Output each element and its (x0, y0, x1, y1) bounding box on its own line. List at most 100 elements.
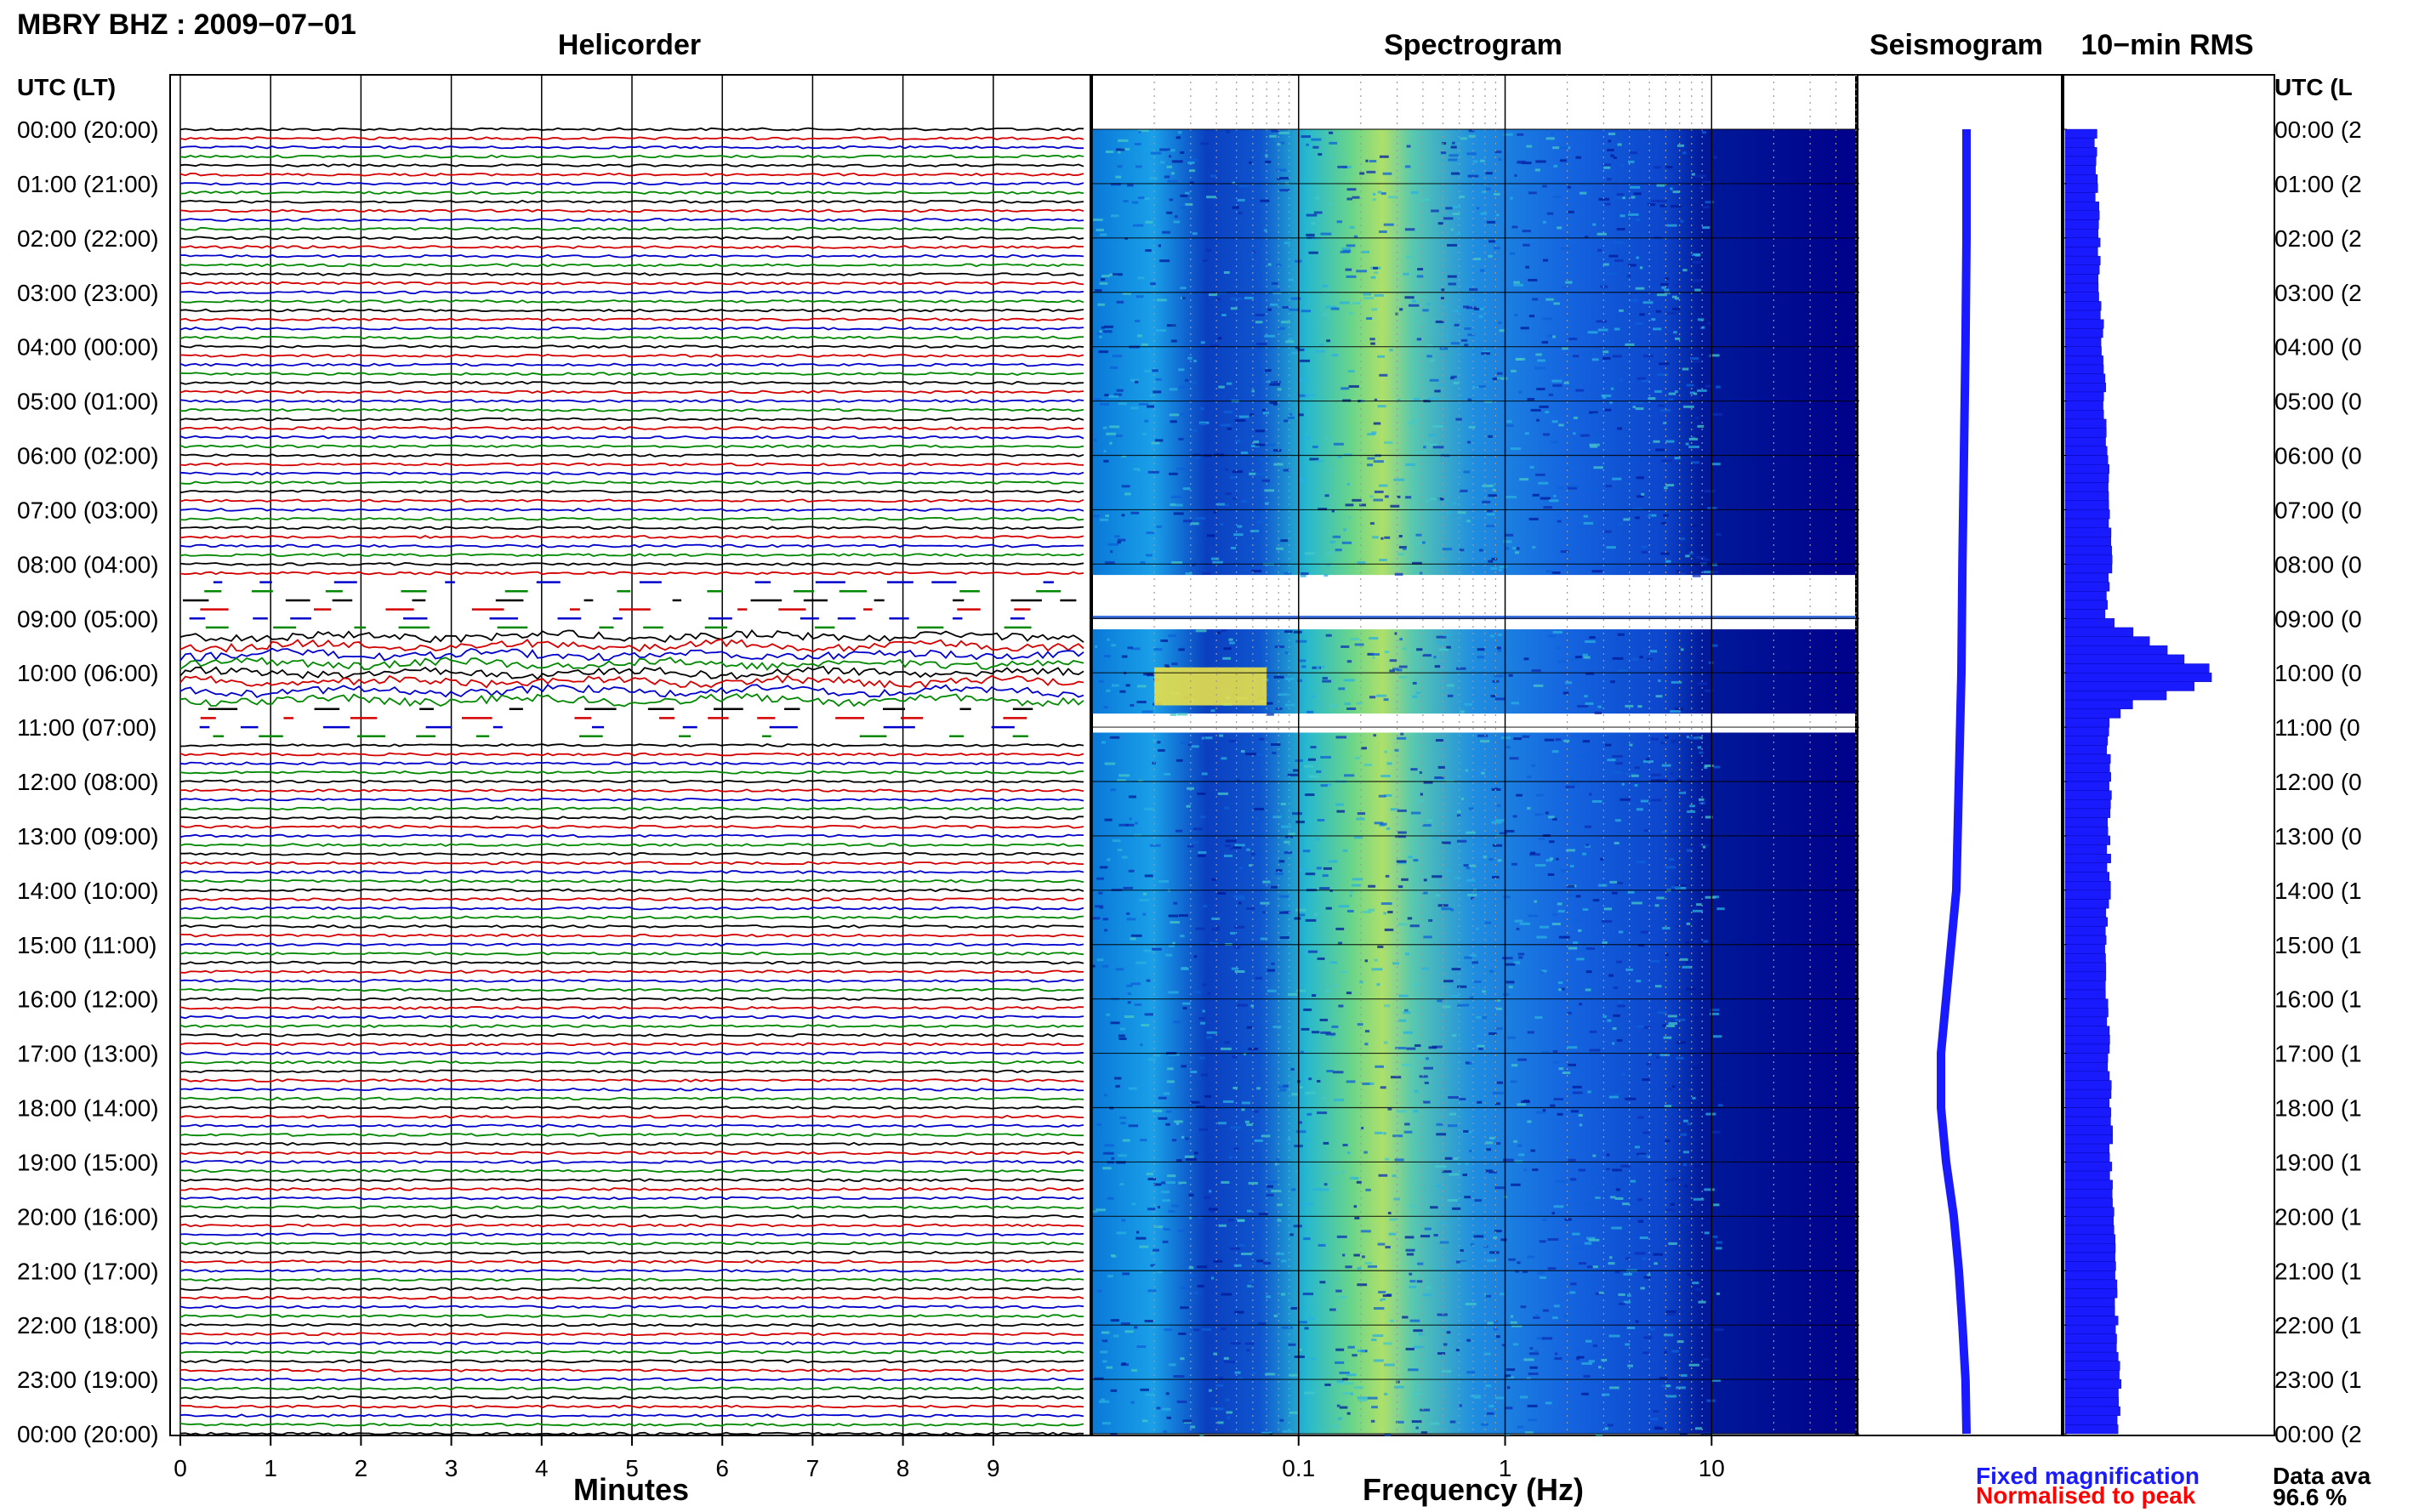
spectrogram-speckle (1549, 840, 1555, 844)
spectrogram-speckle (1260, 937, 1268, 941)
spectrogram-speckle (1150, 1264, 1156, 1267)
spectrogram-speckle (1697, 318, 1705, 321)
spectrogram-speckle (1193, 955, 1198, 958)
spectrogram-speckle (1124, 237, 1128, 241)
spectrogram-speckle (1604, 202, 1611, 206)
spectrogram-speckle (1646, 1062, 1652, 1066)
spectrogram-speckle (1602, 1393, 1610, 1396)
spectrogram-speckle (1189, 181, 1194, 185)
spectrogram-speckle (1099, 518, 1109, 521)
spectrogram-speckle (1454, 323, 1460, 327)
spectrogram-speckle (1413, 983, 1420, 986)
spectrogram-speckle (1647, 657, 1653, 661)
spectrogram-speckle (1551, 132, 1554, 135)
spectrogram-speckle (1107, 858, 1111, 861)
spectrogram-speckle (1373, 422, 1381, 425)
rms-bar (2064, 328, 2103, 338)
spectrogram-speckle (1234, 1310, 1244, 1314)
spectrogram-speckle (1555, 1352, 1558, 1356)
spectrogram-partial-strip (1092, 616, 1856, 620)
spectrogram-speckle (1148, 1058, 1156, 1061)
spectrogram-speckle (1672, 190, 1681, 194)
helicorder-trace (179, 1151, 1084, 1156)
spectrogram-speckle (1217, 891, 1227, 895)
spectrogram-speckle (1582, 852, 1587, 855)
spectrogram-speckle (1188, 1193, 1194, 1197)
spectrogram-speckle (1329, 890, 1333, 893)
spectrogram-speckle (1563, 1315, 1568, 1318)
spectrogram-speckle (1291, 1188, 1296, 1191)
spectrogram-speckle (1332, 535, 1341, 538)
spectrogram-speckle (1433, 656, 1437, 659)
helicorder-trace (180, 1032, 1084, 1037)
spectrogram-speckle (1682, 1163, 1688, 1167)
spectrogram-speckle (1665, 1140, 1671, 1143)
spectrogram-speckle (1380, 775, 1391, 778)
spectrogram-speckle (1527, 1031, 1535, 1034)
spectrogram-speckle (1697, 424, 1705, 428)
spectrogram-speckle (1289, 1411, 1299, 1414)
spectrogram-speckle (1499, 832, 1507, 835)
spectrogram-speckle (1514, 919, 1523, 923)
spectrogram-speckle (1112, 355, 1123, 358)
utc-time-label-right: 04:00 (0 (2274, 334, 2362, 361)
spectrogram-speckle (1164, 175, 1170, 179)
spectrogram-speckle (1381, 1298, 1386, 1301)
spectrogram-speckle (1295, 639, 1307, 643)
spectrogram-speckle (1343, 774, 1355, 777)
spectrogram-speckle (1197, 1284, 1204, 1287)
spectrogram-speckle (1494, 697, 1505, 701)
spectrogram-speckle (1568, 1011, 1572, 1015)
helicorder-trace (179, 870, 1084, 874)
spectrogram-speckle (1656, 184, 1665, 187)
spectrogram-speckle (1295, 1170, 1300, 1174)
helicorder-trace (179, 1268, 1084, 1273)
helicorder-title: Helicorder (558, 29, 701, 61)
spectrogram-x-tick-label: 0.1 (1282, 1455, 1315, 1481)
spectrogram-speckle (1172, 941, 1175, 945)
spectrogram-speckle (1210, 1209, 1215, 1213)
spectrogram-speckle (1685, 961, 1690, 964)
spectrogram-speckle (1269, 401, 1278, 405)
spectrogram-speckle (1510, 1321, 1517, 1324)
rms-bar (2064, 1043, 2110, 1054)
spectrogram-speckle (1137, 196, 1145, 200)
utc-time-label-right: 07:00 (0 (2274, 497, 2362, 523)
rms-bar (2064, 410, 2104, 420)
spectrogram-speckle (1716, 907, 1725, 911)
spectrogram-speckle (1674, 457, 1681, 460)
spectrogram-speckle (1319, 887, 1330, 890)
spectrogram-speckle (1678, 791, 1687, 794)
spectrogram-speckle (1650, 959, 1660, 963)
spectrogram-speckle (1177, 1229, 1185, 1232)
spectrogram-speckle (1136, 165, 1142, 168)
spectrogram-speckle (1298, 1321, 1307, 1324)
spectrogram-speckle (1340, 970, 1348, 974)
rms-bar (2064, 817, 2109, 827)
spectrogram-speckle (1379, 230, 1387, 234)
spectrogram-speckle (1308, 251, 1318, 254)
spectrogram-speckle (1716, 1083, 1727, 1087)
spectrogram-speckle (1099, 330, 1102, 333)
spectrogram-speckle (1147, 405, 1154, 408)
spectrogram-speckle (1636, 256, 1639, 259)
spectrogram-speckle (1346, 660, 1352, 663)
helicorder-trace (179, 665, 1084, 680)
spectrogram-speckle (1111, 684, 1119, 687)
spectrogram-speckle (1287, 773, 1298, 776)
spectrogram-speckle (1679, 958, 1688, 961)
spectrogram-speckle (1467, 398, 1472, 401)
spectrogram-speckle (1657, 404, 1665, 407)
spectrogram-speckle (1421, 967, 1429, 970)
spectrogram-speckle (1121, 454, 1127, 458)
spectrogram-speckle (1377, 1242, 1386, 1246)
spectrogram-speckle (1528, 1418, 1538, 1422)
spectrogram-speckle (1531, 764, 1536, 767)
spectrogram-speckle (1575, 1357, 1580, 1361)
spectrogram-speckle (1329, 202, 1335, 206)
spectrogram-speckle (1234, 1371, 1241, 1374)
spectrogram-speckle (1712, 144, 1724, 147)
helicorder-trace (179, 263, 1084, 268)
spectrogram-speckle (1437, 1313, 1448, 1316)
spectrogram-speckle (1247, 1284, 1252, 1287)
